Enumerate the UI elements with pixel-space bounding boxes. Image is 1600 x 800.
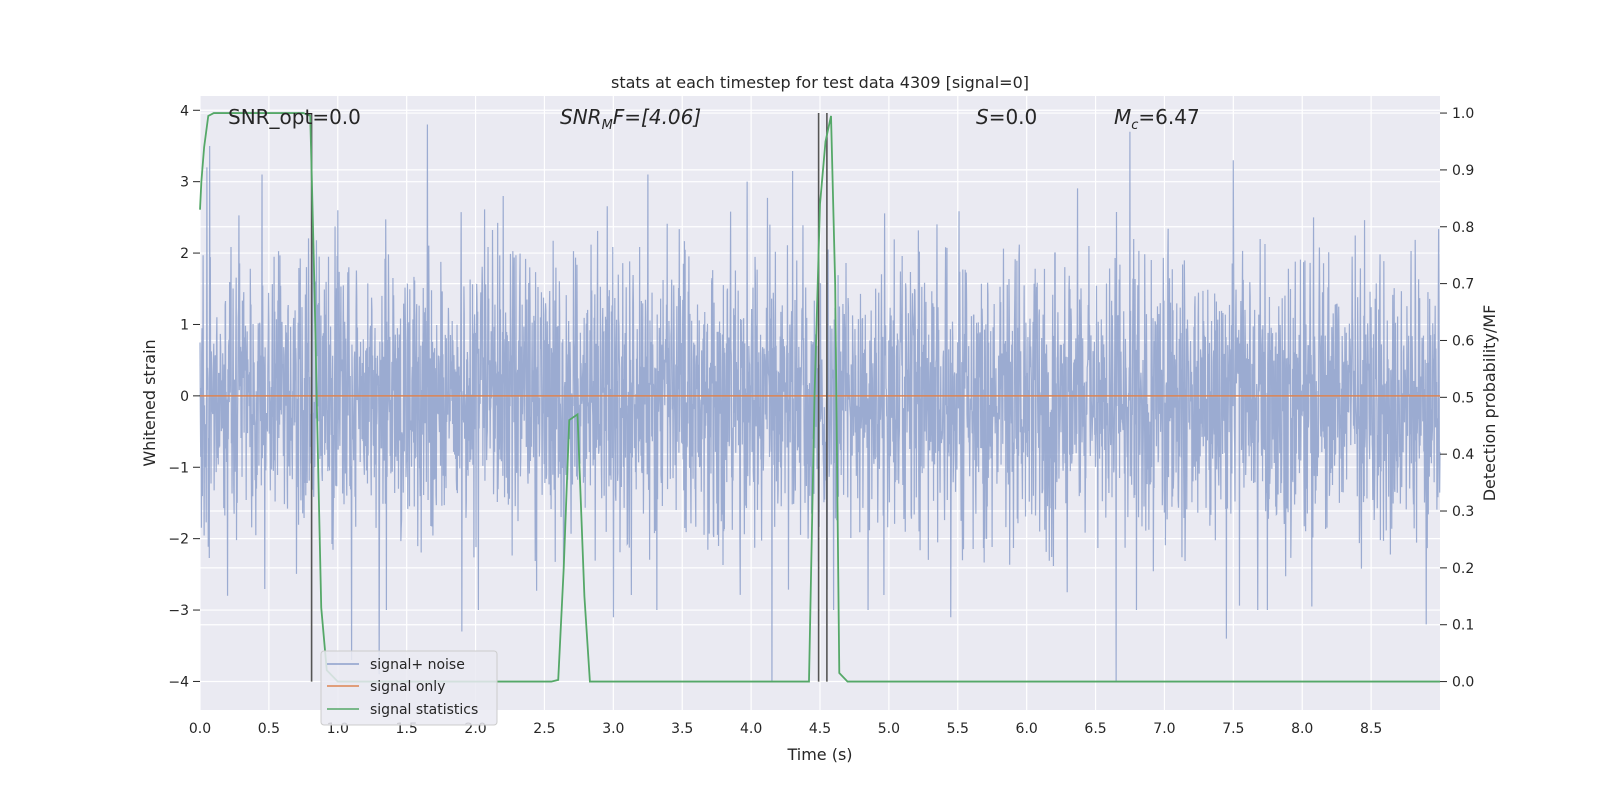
y-tick-label: −1 [168,460,189,476]
x-tick-label: 7.5 [1222,721,1244,737]
annotation-s-main: S [976,105,989,129]
y-tick-label: 1 [180,317,189,333]
vertical-markers [310,113,828,682]
x-tick-label: 0.0 [189,721,211,737]
x-tick-label: 5.0 [878,721,900,737]
annotation-s-rest: =0.0 [989,105,1038,129]
annotation-mc: Mc=6.47 [1114,105,1200,133]
y-right-tick-label: 0.4 [1452,447,1474,463]
x-tick-label: 0.5 [258,721,280,737]
legend: signal+ noise signal only signal statist… [320,650,498,726]
y-right-tick-label: 0.0 [1452,675,1474,691]
y-right-tick-label: 0.1 [1452,618,1474,634]
annotation-mc-rest: =6.47 [1138,105,1199,129]
annotation-snr-mf: SNRMF=[4.06] [560,105,701,133]
x-tick-label: 3.5 [671,721,693,737]
annotation-s: S=0.0 [976,105,1037,129]
y-right-tick-label: 0.9 [1452,163,1474,179]
y-right-tick-label: 0.7 [1452,277,1474,293]
x-tick-label: 2.5 [533,721,555,737]
x-tick-label: 4.5 [809,721,831,737]
x-tick-label: 5.5 [947,721,969,737]
y-tick-label: 0 [180,389,189,405]
axis-ticks: 0.0 0.5 1.0 1.5 2.0 2.5 3.0 3.5 4.0 4.5 5.0 5.5 6.0 6… [168,103,1474,737]
legend-label-signal-statistics: signal statistics [370,702,478,718]
x-tick-label: 7.0 [1153,721,1175,737]
y-tick-label: −2 [168,532,189,548]
x-tick-label: 3.0 [602,721,624,737]
signal-statistics-series [199,112,1440,683]
annotation-snr-mf-main: SNR [560,105,602,129]
signal-statistics-line [199,112,1440,683]
legend-box [320,650,498,726]
y-right-tick-label: 0.8 [1452,220,1474,236]
legend-label-signal-only: signal only [370,679,445,695]
y-tick-label: 2 [180,246,189,262]
x-tick-label: 8.5 [1360,721,1382,737]
y-tick-label: 4 [180,103,189,119]
signal-noise-series [199,124,1441,682]
y-tick-label: −3 [168,603,189,619]
annotation-snr-mf-sub: M [602,118,613,133]
y-right-tick-label: 0.3 [1452,504,1474,520]
annotation-mc-main: M [1114,105,1131,129]
x-tick-label: 6.0 [1016,721,1038,737]
y-right-tick-label: 1.0 [1452,106,1474,122]
annotation-mc-sub: c [1131,118,1138,133]
y-tick-label: −4 [168,674,189,690]
y-axis-label: Whitened strain [140,339,159,466]
signal-noise-line [199,124,1441,682]
legend-label-signal-noise: signal+ noise [370,657,465,673]
y-right-tick-label: 0.2 [1452,561,1474,577]
x-tick-label: 6.5 [1084,721,1106,737]
y-axis-right-label: Detection probability/MF [1480,305,1499,502]
y-right-tick-label: 0.6 [1452,333,1474,349]
x-tick-label: 8.0 [1291,721,1313,737]
x-tick-label: 4.0 [740,721,762,737]
annotation-snr-opt: SNR_opt=0.0 [228,105,361,129]
chart-title: stats at each timestep for test data 430… [611,73,1029,92]
annotation-snr-mf-rest: F=[4.06] [613,105,701,129]
y-tick-label: 3 [180,175,189,191]
x-axis-label: Time (s) [786,745,852,764]
y-right-tick-label: 0.5 [1452,390,1474,406]
